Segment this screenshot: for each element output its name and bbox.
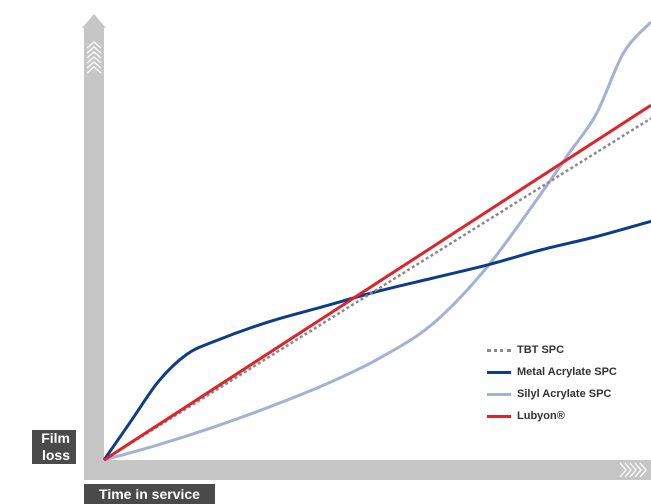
x-axis-shaft	[84, 460, 651, 480]
x-axis-chevrons-icon	[619, 462, 647, 478]
legend-label-silyl-acrylate-spc: Silyl Acrylate SPC	[517, 388, 612, 400]
legend-swatch-tbt-spc	[487, 348, 511, 352]
legend-item-tbt-spc: TBT SPC	[487, 339, 617, 361]
legend-item-metal-acrylate-spc: Metal Acrylate SPC	[487, 361, 617, 383]
y-axis-label-line-2: loss	[41, 447, 70, 463]
legend-swatch-lubyon	[487, 414, 511, 418]
legend-label-lubyon: Lubyon®	[517, 410, 565, 422]
y-axis-shaft	[84, 28, 104, 460]
series-layer	[102, 20, 651, 462]
legend-item-lubyon: Lubyon®	[487, 405, 617, 427]
series-line-lubyon	[103, 103, 651, 462]
legend-label-metal-acrylate-spc: Metal Acrylate SPC	[517, 366, 617, 378]
legend-label-tbt-spc: TBT SPC	[517, 344, 565, 356]
y-axis	[82, 14, 106, 460]
y-axis-chevrons-icon	[86, 41, 102, 74]
legend-item-silyl-acrylate-spc: Silyl Acrylate SPC	[487, 383, 617, 405]
legend-swatch-silyl-acrylate-spc	[487, 392, 511, 396]
y-axis-arrowhead	[82, 14, 106, 28]
x-axis	[84, 460, 651, 480]
series-line-metal-acrylate-spc	[102, 219, 651, 461]
series-line-silyl-acrylate-spc	[103, 20, 651, 462]
legend: TBT SPC Metal Acrylate SPC Silyl Acrylate …	[487, 339, 617, 427]
y-axis-label-line-1: Film	[41, 430, 70, 446]
y-axis-label: Film loss	[32, 430, 76, 464]
legend-swatch-metal-acrylate-spc	[487, 370, 511, 374]
x-axis-label: Time in service	[84, 484, 215, 504]
